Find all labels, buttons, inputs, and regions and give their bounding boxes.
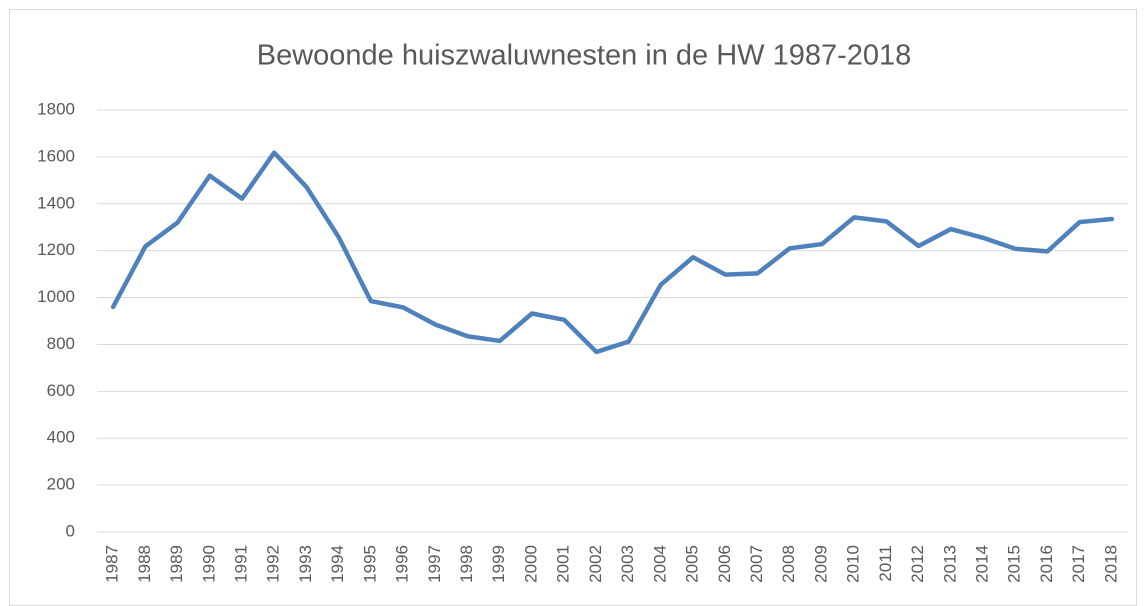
y-tick-label: 1000 [37,287,75,306]
x-tick-label: 1990 [199,545,218,583]
x-tick-label: 1997 [425,545,444,583]
x-tick-label: 1987 [103,545,122,583]
y-tick-label: 1600 [37,146,75,165]
y-tick-label: 0 [66,521,75,540]
x-tick-label: 2013 [940,545,959,583]
x-tick-label: 2017 [1069,545,1088,583]
y-tick-label: 1800 [37,99,75,118]
y-tick-label: 800 [47,334,75,353]
x-tick-label: 1989 [167,545,186,583]
x-tick-label: 2005 [683,545,702,583]
x-tick-label: 2006 [715,545,734,583]
chart-frame [9,9,1137,606]
x-tick-label: 2007 [747,545,766,583]
x-tick-label: 1994 [328,545,347,583]
x-tick-label: 1993 [296,545,315,583]
x-tick-label: 2004 [650,545,669,583]
x-tick-label: 2008 [779,545,798,583]
x-tick-label: 1991 [231,545,250,583]
x-tick-label: 2000 [521,545,540,583]
y-tick-label: 200 [47,475,75,494]
x-tick-label: 2016 [1037,545,1056,583]
y-tick-label: 400 [47,428,75,447]
x-tick-label: 2002 [586,545,605,583]
x-tick-label: 2015 [1005,545,1024,583]
chart-title: Bewoonde huiszwaluwnesten in de HW 1987-… [257,40,912,72]
x-tick-label: 2014 [973,545,992,583]
y-tick-label: 600 [47,381,75,400]
x-tick-label: 2010 [844,545,863,583]
data-line [110,150,1115,355]
x-tick-label: 2001 [554,545,573,583]
x-tick-label: 1992 [264,545,283,583]
x-tick-label: 2018 [1101,545,1120,583]
x-tick-label: 1998 [457,545,476,583]
x-tick-label: 2003 [618,545,637,583]
y-tick-label: 1400 [37,193,75,212]
x-tick-label: 1999 [489,545,508,583]
x-tick-label: 2011 [876,545,895,582]
x-tick-label: 2009 [811,545,830,583]
x-tick-label: 1996 [393,545,412,583]
y-tick-label: 1200 [37,240,75,259]
x-tick-label: 1988 [135,545,154,583]
x-tick-label: 1995 [360,545,379,583]
x-tick-label: 2012 [908,545,927,583]
